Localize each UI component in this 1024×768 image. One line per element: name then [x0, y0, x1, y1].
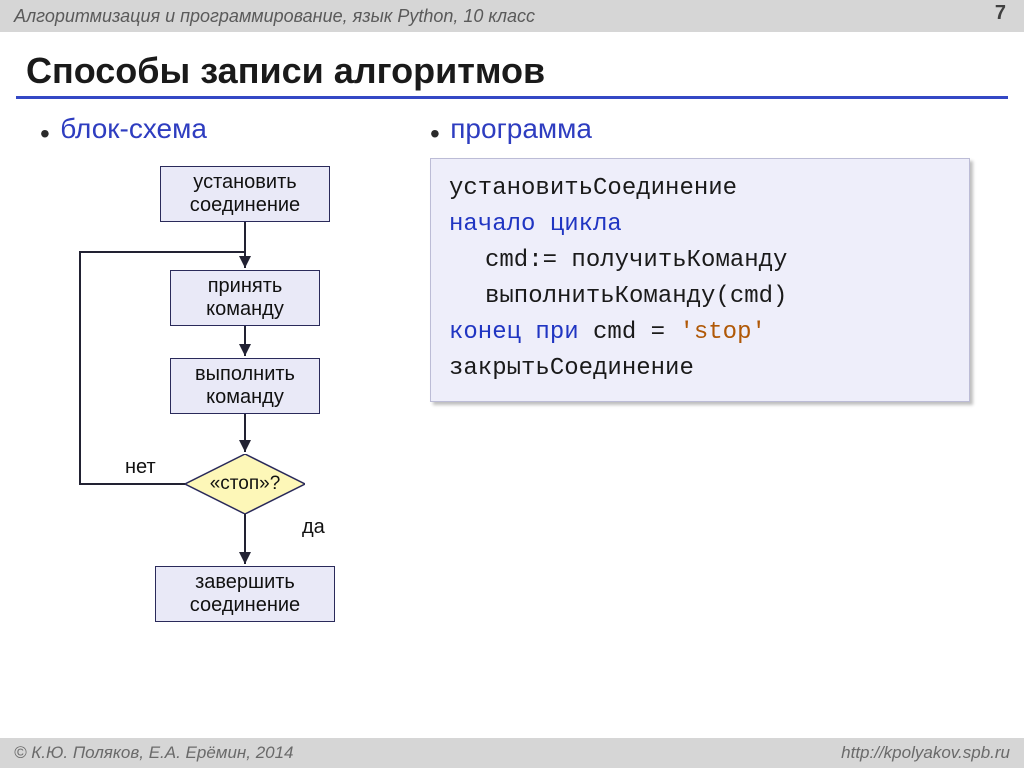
flow-box-label: установить соединение — [190, 171, 300, 217]
bullet-text-right: программа — [450, 113, 592, 144]
course-subtitle: Алгоритмизация и программирование, язык … — [14, 6, 535, 27]
code-text: закрытьСоединение — [449, 355, 694, 382]
code-line: выполнитьКоманду(cmd) — [449, 279, 951, 315]
bullet-dot-icon: • — [40, 118, 50, 149]
code-line: закрытьСоединение — [449, 351, 951, 387]
code-keyword: начало цикла — [449, 211, 622, 238]
flowchart-lines — [40, 158, 400, 718]
bullet-dot-icon: • — [430, 118, 440, 149]
flow-label-yes: да — [302, 516, 325, 539]
right-column: • программа установитьСоединение начало ц… — [420, 113, 998, 718]
slide-title: Способы записи алгоритмов — [26, 50, 998, 92]
page-number: 7 — [995, 2, 1006, 25]
flow-box-execute: выполнить команду — [170, 358, 320, 414]
code-line: начало цикла — [449, 207, 951, 243]
code-string: 'stop' — [679, 319, 765, 346]
flow-decision-label: «стоп»? — [185, 454, 305, 514]
flow-label-no: нет — [125, 456, 156, 479]
flow-box-label: завершить соединение — [190, 571, 300, 617]
bullet-program: • программа — [430, 113, 998, 148]
flow-decision-stop: «стоп»? — [185, 454, 305, 514]
code-line: cmd:= получитьКоманду — [449, 243, 951, 279]
code-line: конец при cmd = 'stop' — [449, 315, 951, 351]
left-column: • блок-схема установить соединение — [40, 113, 420, 718]
bullet-text-left: блок-схема — [60, 113, 207, 144]
title-underline — [16, 96, 1008, 99]
flow-box-close: завершить соединение — [155, 566, 335, 622]
flow-box-receive: принять команду — [170, 270, 320, 326]
flowchart: установить соединение принять команду вы… — [40, 158, 400, 718]
flow-box-label: принять команду — [206, 275, 284, 321]
code-text: cmd:= получитьКоманду — [485, 247, 787, 274]
code-keyword: конец при — [449, 319, 593, 346]
content-columns: • блок-схема установить соединение — [0, 113, 1024, 718]
header-bar: Алгоритмизация и программирование, язык … — [0, 0, 1024, 32]
code-text: cmd = — [593, 319, 679, 346]
code-box: установитьСоединение начало цикла cmd:= по… — [430, 158, 970, 402]
footer-url: http://kpolyakov.spb.ru — [841, 743, 1010, 763]
code-line: установитьСоединение — [449, 171, 951, 207]
flow-box-connect: установить соединение — [160, 166, 330, 222]
footer-copyright: © К.Ю. Поляков, Е.А. Ерёмин, 2014 — [14, 743, 294, 763]
flow-box-label: выполнить команду — [195, 363, 295, 409]
code-text: установитьСоединение — [449, 175, 737, 202]
bullet-flowchart: • блок-схема — [40, 113, 420, 148]
footer-bar: © К.Ю. Поляков, Е.А. Ерёмин, 2014 http:/… — [0, 738, 1024, 768]
code-text: выполнитьКоманду(cmd) — [485, 283, 787, 310]
